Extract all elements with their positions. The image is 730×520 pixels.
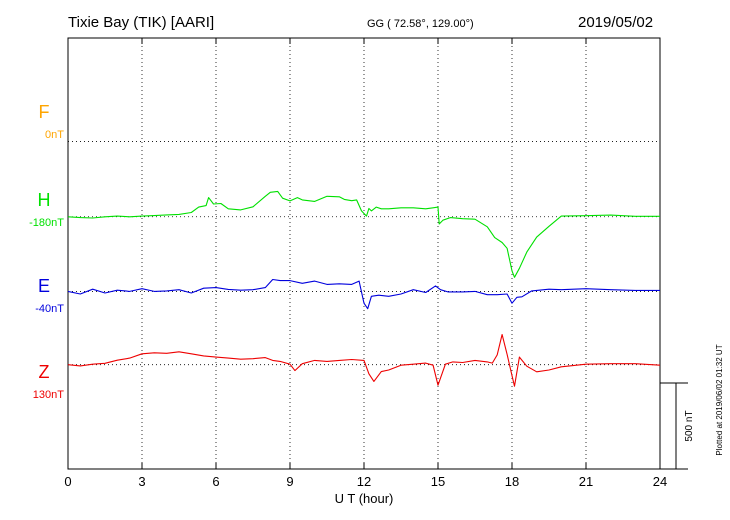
series-f-baseline-label: 0nT xyxy=(45,129,64,141)
x-tick-label: 9 xyxy=(286,474,293,489)
series-z-baseline-label: 130nT xyxy=(33,389,64,401)
series-h-baseline-label: -180nT xyxy=(29,217,64,229)
series-e-baseline-label: -40nT xyxy=(35,303,64,315)
scale-bar: 500 nT xyxy=(660,382,695,470)
x-tick-label: 0 xyxy=(64,474,71,489)
series-e-line xyxy=(67,278,660,310)
series-labels: F 0nT H -180nT E -40nT Z 130nT xyxy=(29,102,64,401)
series-layer xyxy=(67,190,661,387)
plot-date: 2019/05/02 xyxy=(578,14,653,31)
x-tick-label: 3 xyxy=(138,474,145,489)
series-z-line xyxy=(67,333,661,387)
series-e-label: E xyxy=(38,276,50,296)
plot-grid xyxy=(68,38,660,469)
series-h-line xyxy=(67,190,660,278)
x-tick-label: 6 xyxy=(212,474,219,489)
station-coordinates: GG ( 72.58°, 129.00°) xyxy=(367,18,474,30)
series-h-label: H xyxy=(38,190,51,210)
x-tick-label: 21 xyxy=(579,474,593,489)
scale-bar-label: 500 nT xyxy=(684,410,695,441)
station-title: Tixie Bay (TIK) [AARI] xyxy=(68,14,214,31)
x-tick-label: 18 xyxy=(505,474,519,489)
plotted-timestamp: Plotted at 2019/06/02 01:32 UT xyxy=(715,344,724,455)
x-tick-label: 15 xyxy=(431,474,445,489)
x-axis-label: U T (hour) xyxy=(335,491,394,506)
x-axis-ticks: 0 3 6 9 12 15 18 21 24 xyxy=(64,38,667,489)
x-tick-label: 12 xyxy=(357,474,371,489)
series-z-label: Z xyxy=(39,362,50,382)
series-f-label: F xyxy=(39,102,50,122)
x-tick-label: 24 xyxy=(653,474,667,489)
